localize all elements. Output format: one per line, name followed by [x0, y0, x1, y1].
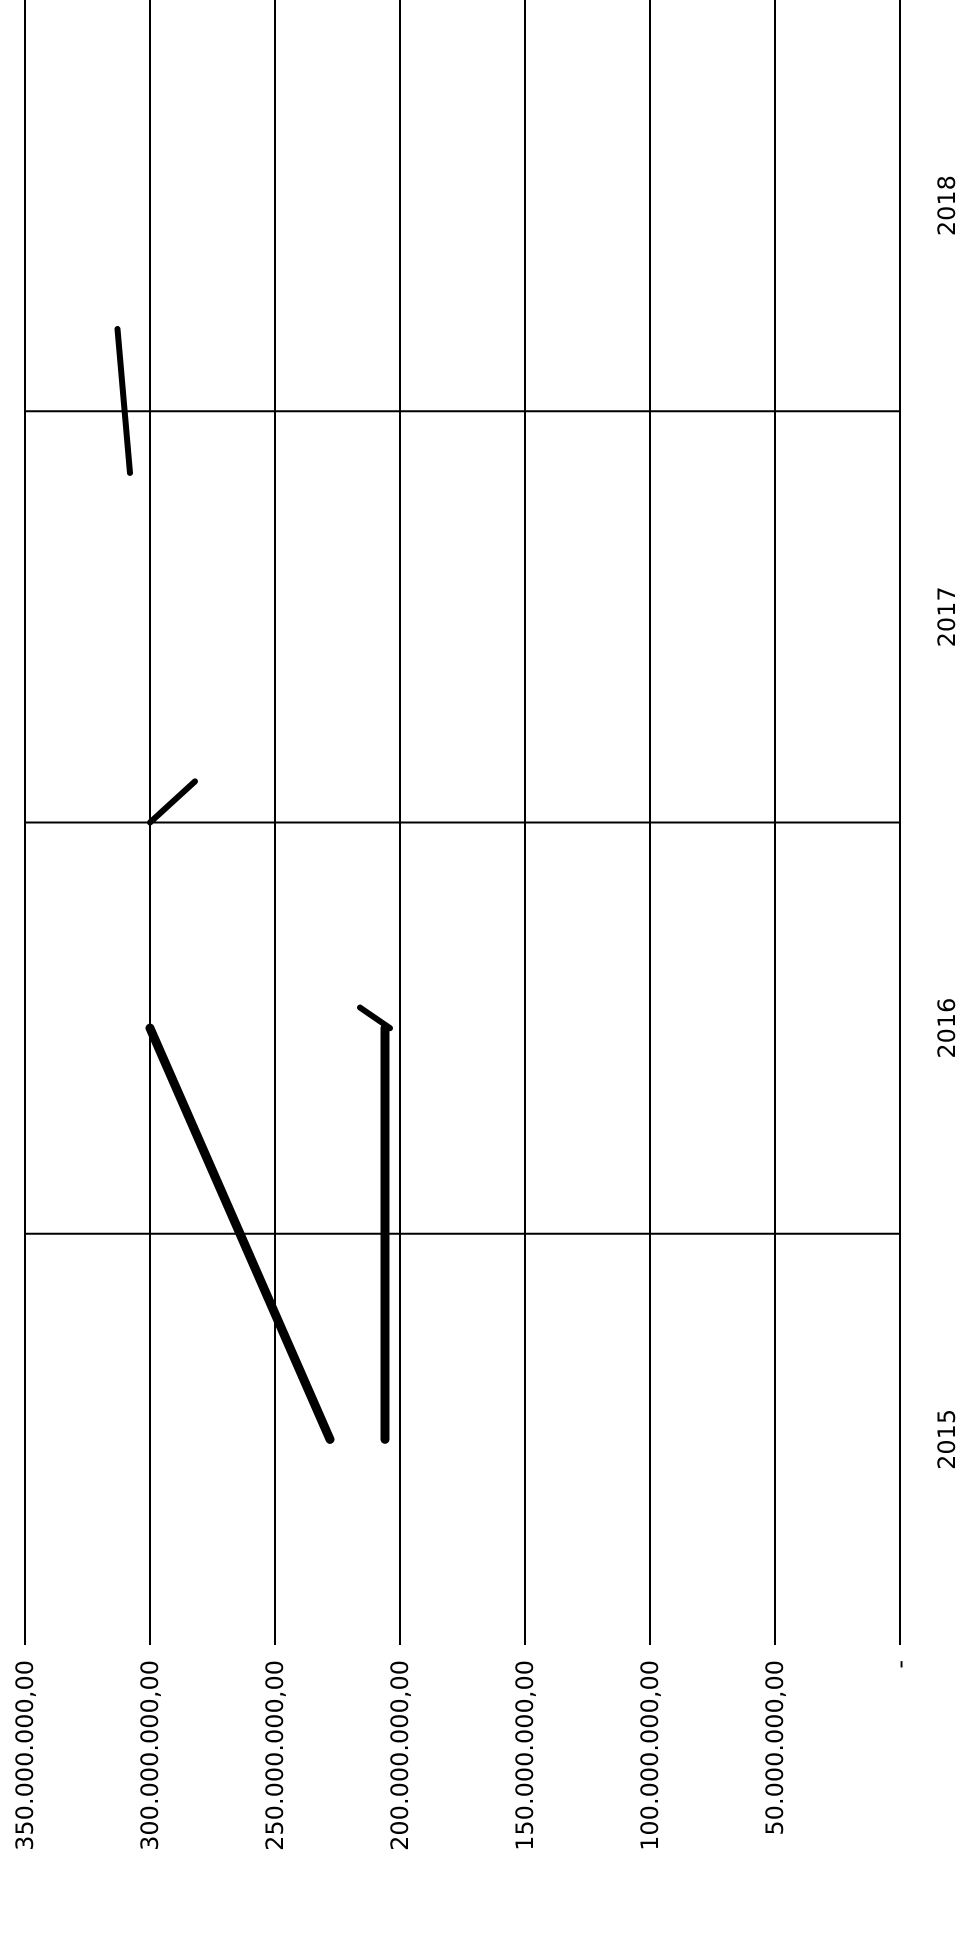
x-tick-label-2017: 2017: [933, 586, 961, 647]
series-0-point-0: [326, 1435, 334, 1444]
y-tick-label-4: 200.000.000,00: [386, 1660, 414, 1851]
series-0-point-1: [146, 1024, 154, 1033]
series-1-point-1: [381, 1024, 389, 1033]
grid: [24, 0, 901, 1645]
y-tick-label-1: 50.000.000,00: [761, 1660, 789, 1836]
series-0-line: [145, 1023, 335, 1444]
series-1-point-0: [381, 1435, 389, 1444]
x-axis-tick-labels: 2015 2016 2017 2018: [933, 175, 961, 1470]
x-tick-label-2016: 2016: [933, 998, 961, 1059]
series-0-segment-0: [147, 778, 198, 826]
y-tick-label-6: 300.000.000,00: [136, 1660, 164, 1851]
y-tick-label-5: 250.000.000,00: [261, 1660, 289, 1851]
y-tick-label-2: 100.000.000,00: [636, 1660, 664, 1851]
x-tick-label-2018: 2018: [933, 175, 961, 236]
series-2-segment-0: [114, 326, 133, 476]
y-tick-label-7: 350.000.000,00: [11, 1660, 39, 1851]
y-axis-tick-labels: - 50.000.000,00 100.000.000,00 150.000.000,…: [11, 1660, 914, 1851]
y-tick-label-0: -: [886, 1660, 914, 1669]
x-tick-label-2015: 2015: [933, 1409, 961, 1470]
series-layer: [114, 326, 393, 1444]
y-tick-label-3: 150.000.000,00: [511, 1660, 539, 1851]
